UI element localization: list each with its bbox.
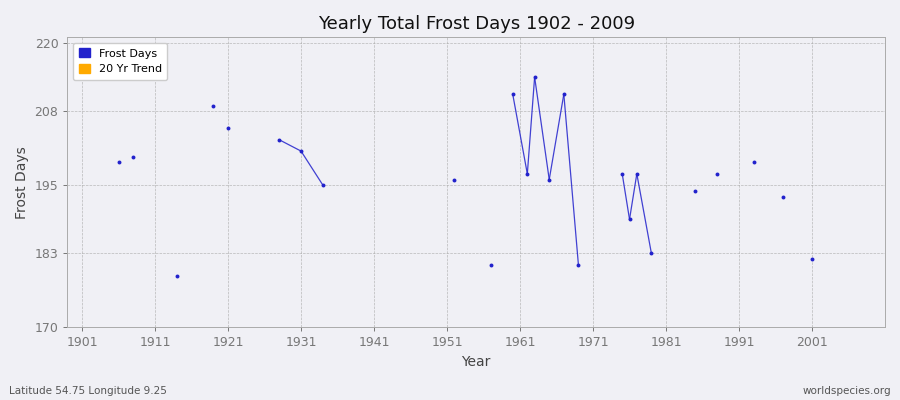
Point: [447, 176, 462, 183]
Point: [622, 216, 636, 222]
Point: [688, 188, 702, 194]
Point: [776, 193, 790, 200]
Y-axis label: Frost Days: Frost Days: [15, 146, 29, 219]
Point: [542, 176, 556, 183]
Point: [126, 154, 140, 160]
Point: [206, 102, 220, 109]
Point: [170, 273, 184, 280]
X-axis label: Year: Year: [462, 355, 490, 369]
Point: [483, 262, 498, 268]
Point: [556, 91, 571, 98]
Point: [630, 171, 644, 177]
Point: [316, 182, 330, 188]
Point: [710, 171, 724, 177]
Point: [112, 159, 126, 166]
Point: [527, 74, 542, 80]
Point: [520, 171, 535, 177]
Point: [805, 256, 819, 262]
Text: Latitude 54.75 Longitude 9.25: Latitude 54.75 Longitude 9.25: [9, 386, 166, 396]
Point: [572, 262, 586, 268]
Point: [293, 148, 308, 154]
Point: [272, 136, 286, 143]
Point: [220, 125, 235, 132]
Point: [746, 159, 760, 166]
Title: Yearly Total Frost Days 1902 - 2009: Yearly Total Frost Days 1902 - 2009: [318, 15, 634, 33]
Point: [506, 91, 520, 98]
Point: [615, 171, 629, 177]
Text: worldspecies.org: worldspecies.org: [803, 386, 891, 396]
Point: [82, 46, 96, 52]
Point: [644, 250, 659, 257]
Legend: Frost Days, 20 Yr Trend: Frost Days, 20 Yr Trend: [73, 43, 167, 80]
